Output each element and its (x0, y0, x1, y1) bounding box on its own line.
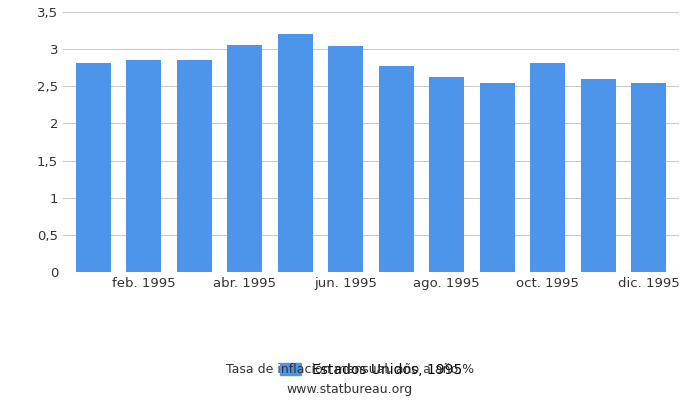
Bar (227, 45, 262, 272)
Bar (379, 66, 414, 272)
Bar (278, 34, 313, 272)
Bar (580, 79, 616, 272)
Bar (631, 83, 666, 272)
Bar (76, 63, 111, 272)
Bar (176, 60, 212, 272)
Bar (328, 46, 363, 272)
Text: Tasa de inflación mensual, año a año,%: Tasa de inflación mensual, año a año,% (226, 364, 474, 376)
Legend: Estados Unidos, 1995: Estados Unidos, 1995 (274, 357, 468, 382)
Bar (126, 60, 162, 272)
Bar (530, 62, 566, 272)
Bar (429, 77, 464, 272)
Bar (480, 83, 515, 272)
Text: www.statbureau.org: www.statbureau.org (287, 384, 413, 396)
